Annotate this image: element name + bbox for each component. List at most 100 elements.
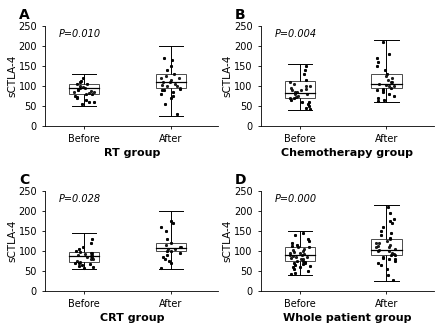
Point [287,271,294,277]
Point [167,77,174,82]
Point [72,260,79,265]
Point [300,230,307,235]
X-axis label: Whole patient group: Whole patient group [283,313,412,323]
Point [293,94,300,99]
Point [289,87,296,92]
Point [169,89,176,94]
Y-axis label: sCTLA-4: sCTLA-4 [223,219,232,262]
Point [298,252,305,257]
Point [162,242,169,247]
Text: D: D [235,173,247,186]
Point [79,262,86,267]
Point [172,247,179,252]
Point [73,248,80,253]
Point [71,90,78,95]
Point [374,88,381,93]
Point [158,91,165,96]
Point [163,83,170,88]
Point [301,259,308,264]
Point [297,256,304,261]
Point [387,230,394,235]
Point [382,82,389,87]
Point [373,55,380,60]
Point [387,230,394,235]
Point [163,67,170,72]
Point [382,82,389,87]
Point [173,112,180,117]
Point [305,238,312,243]
Point [79,244,86,249]
Point [76,259,83,264]
Point [74,94,81,99]
Point [83,82,90,87]
Point [391,252,398,257]
Point [80,76,87,81]
Point [90,89,97,94]
Point [290,96,297,101]
Point [385,245,392,250]
Point [167,240,174,245]
Point [74,253,81,258]
Point [302,63,309,68]
Point [297,88,304,93]
Point [386,51,393,56]
Point [386,242,393,247]
Point [297,88,304,93]
Point [380,97,387,102]
Point [302,261,309,266]
Point [176,86,183,91]
Point [83,255,90,260]
Point [383,71,390,76]
FancyBboxPatch shape [285,81,315,98]
Point [79,84,86,89]
Point [71,90,78,95]
Point [83,97,90,102]
Point [298,252,305,257]
X-axis label: RT group: RT group [104,148,160,158]
Point [294,245,301,250]
Point [75,246,82,251]
Point [286,80,293,85]
Point [164,252,171,257]
Point [299,258,306,263]
Point [305,99,312,104]
Point [391,258,398,263]
Point [164,246,172,251]
Point [301,259,308,264]
Point [158,87,165,92]
Point [303,91,310,96]
Point [294,245,301,250]
Point [288,240,295,245]
Point [388,220,395,225]
Point [169,220,176,225]
Point [163,228,170,233]
Point [306,106,313,112]
FancyBboxPatch shape [371,239,402,254]
Point [72,260,79,265]
Point [380,254,387,259]
Point [73,81,80,86]
Point [289,243,296,248]
Point [87,251,94,256]
Point [389,79,396,84]
Point [74,87,81,92]
Point [290,81,297,86]
Point [391,258,398,263]
Point [159,254,166,259]
Point [87,253,94,258]
Point [74,87,81,92]
Point [373,55,380,60]
Point [381,67,389,72]
Point [374,260,381,265]
Point [385,204,392,209]
Point [389,277,396,282]
X-axis label: CRT group: CRT group [100,313,164,323]
Point [306,244,313,249]
Point [82,251,89,256]
Point [176,75,183,80]
Point [160,79,167,84]
Point [177,85,184,90]
Point [386,235,393,240]
Point [76,83,83,88]
Point [89,250,96,255]
